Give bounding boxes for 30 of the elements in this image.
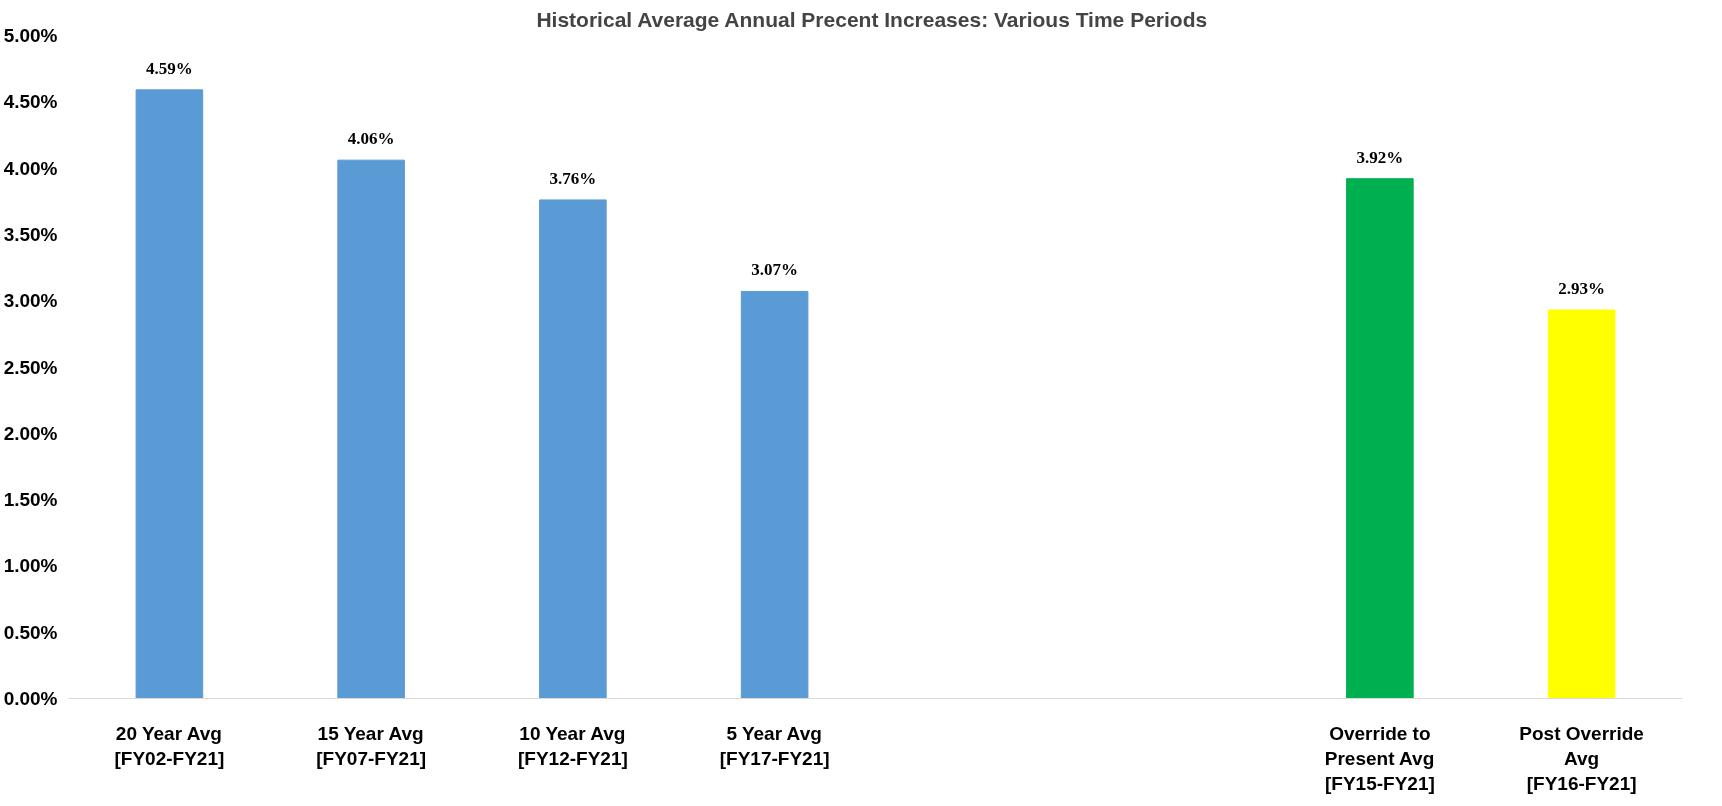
y-tick-label: 5.00% xyxy=(3,25,58,46)
bar xyxy=(539,199,607,699)
y-tick-label: 2.00% xyxy=(3,422,58,444)
data-label: 4.06% xyxy=(347,129,395,149)
data-label: 4.59% xyxy=(146,58,193,78)
data-label: 2.93% xyxy=(1558,278,1605,298)
y-tick-label: 3.00% xyxy=(3,290,58,312)
x-tick-label: Post Override Avg [FY16-FY21] xyxy=(1519,722,1644,794)
bar xyxy=(740,290,809,699)
bar xyxy=(1547,309,1616,699)
x-tick-label: 5 Year Avg [FY17-FY21] xyxy=(719,722,830,769)
x-tick-label: 15 Year Avg [FY07-FY21] xyxy=(316,722,427,769)
chart-title: Historical Average Annual Precent Increases: Various Time Periods xyxy=(536,7,1208,31)
x-tick-label: 20 Year Avg [FY02-FY21] xyxy=(114,722,225,769)
data-label: 3.76% xyxy=(549,168,597,188)
y-tick-label: 1.50% xyxy=(3,489,58,511)
bar xyxy=(1346,178,1414,699)
bar xyxy=(337,159,405,699)
y-tick-label: 2.50% xyxy=(3,356,58,378)
y-tick-label: 0.50% xyxy=(3,621,58,643)
x-tick-label: 10 Year Avg [FY12-FY21] xyxy=(517,722,628,769)
data-label: 3.07% xyxy=(751,260,798,280)
y-tick-label: 4.50% xyxy=(3,91,58,113)
x-tick-label: Override to Present Avg [FY15-FY21] xyxy=(1324,722,1435,794)
bar xyxy=(135,89,204,699)
y-tick-label: 3.50% xyxy=(3,223,58,245)
y-tick-label: 0.00% xyxy=(3,688,58,709)
y-tick-label: 1.00% xyxy=(3,555,58,577)
y-tick-label: 4.00% xyxy=(3,157,58,179)
data-label: 3.92% xyxy=(1356,147,1404,167)
